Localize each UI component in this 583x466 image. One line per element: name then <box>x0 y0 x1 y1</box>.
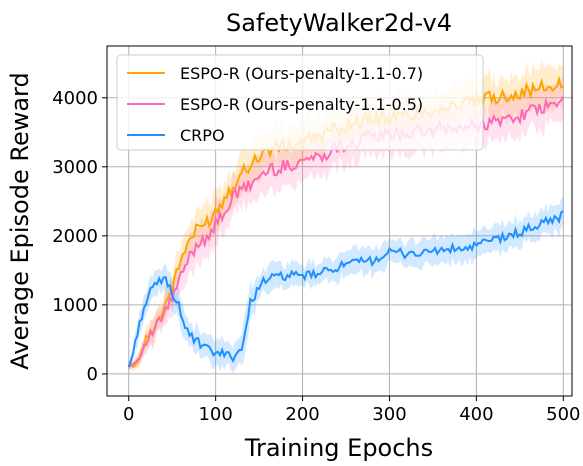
x-tick-label: 200 <box>285 404 319 425</box>
chart-title: SafetyWalker2d-v4 <box>226 9 452 37</box>
x-tick-label: 0 <box>123 404 134 425</box>
x-tick-label: 400 <box>459 404 493 425</box>
y-tick-label: 1000 <box>52 295 98 316</box>
x-axis-ticks: 0 100 200 300 400 500 <box>123 396 580 425</box>
y-tick-label: 3000 <box>52 157 98 178</box>
y-axis-label: Average Episode Reward <box>6 72 34 369</box>
x-tick-label: 100 <box>198 404 232 425</box>
legend-label: CRPO <box>180 126 225 145</box>
legend-box <box>116 54 484 151</box>
y-axis-ticks: 0 1000 2000 3000 4000 <box>52 88 107 385</box>
y-tick-label: 2000 <box>52 226 98 247</box>
y-tick-label: 4000 <box>52 88 98 109</box>
legend-label: ESPO-R (Ours-penalty-1.1-0.5) <box>180 95 423 114</box>
series-line <box>127 210 564 368</box>
plot-frame <box>106 45 573 397</box>
x-axis-label: Training Epochs <box>244 434 433 462</box>
y-tick-label: 0 <box>87 364 98 385</box>
x-tick-label: 300 <box>372 404 406 425</box>
x-tick-label: 500 <box>546 404 580 425</box>
legend: ESPO-R (Ours-penalty-1.1-0.7) ESPO-R (Our… <box>116 54 484 151</box>
legend-label: ESPO-R (Ours-penalty-1.1-0.7) <box>180 64 423 83</box>
confidence-band <box>128 197 564 374</box>
